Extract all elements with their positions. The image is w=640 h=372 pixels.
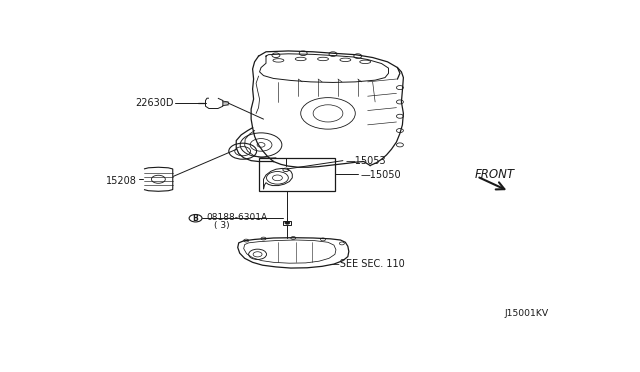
Text: —15053: —15053 (346, 155, 386, 166)
Text: FRONT: FRONT (474, 169, 515, 182)
Text: ( 3): ( 3) (214, 221, 230, 230)
Text: J15001KV: J15001KV (504, 310, 548, 318)
Bar (284, 221, 291, 225)
Text: 08188-6301A: 08188-6301A (207, 214, 268, 222)
Text: 15208: 15208 (106, 176, 137, 186)
Bar (259, 158, 335, 191)
Text: 22630D: 22630D (136, 98, 174, 108)
Circle shape (285, 221, 290, 224)
Text: B: B (193, 214, 198, 223)
Text: —15050: —15050 (360, 170, 401, 180)
Text: —SEE SEC. 110: —SEE SEC. 110 (330, 259, 405, 269)
